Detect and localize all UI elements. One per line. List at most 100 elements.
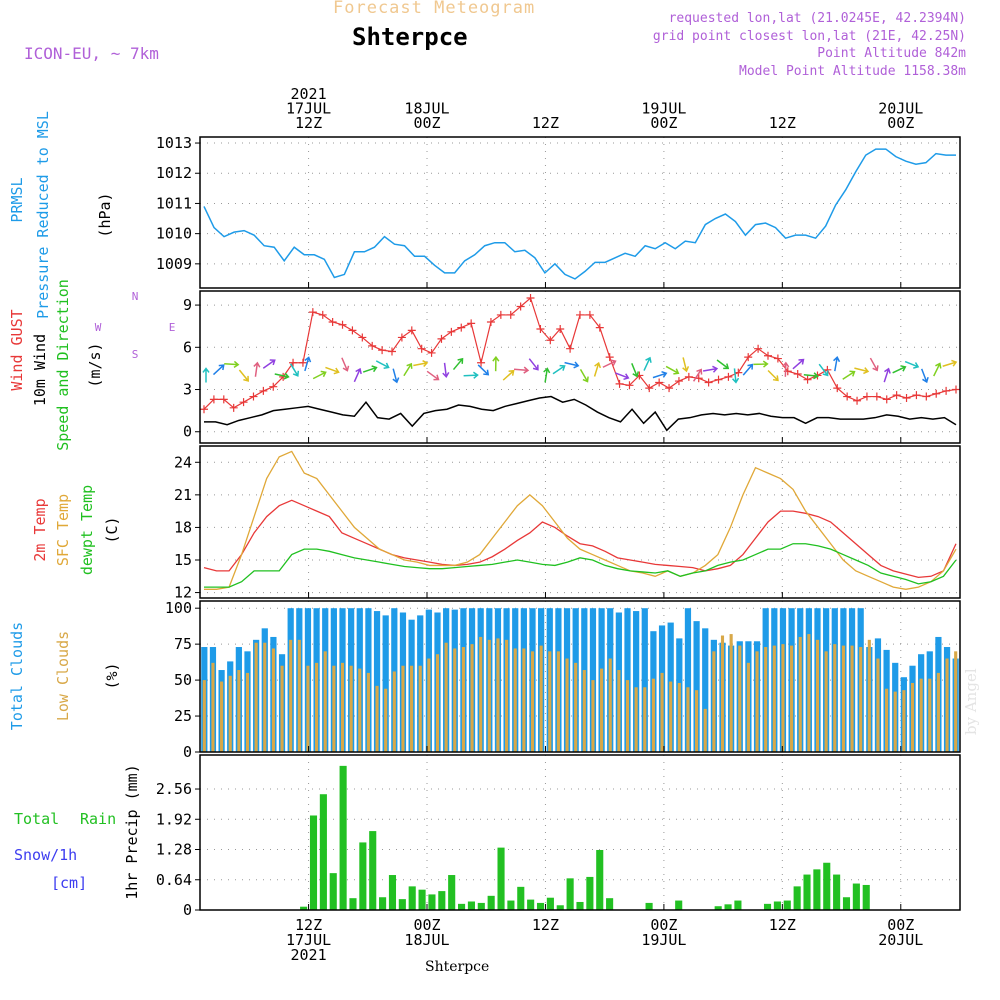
- y-tick-label: 1012: [156, 164, 192, 182]
- precip-bar: [566, 878, 574, 910]
- gust-point: [249, 392, 258, 401]
- time-label-bottom: 12Z: [532, 916, 559, 934]
- wind-arrow-glyph: [274, 372, 290, 380]
- gust-point: [358, 333, 367, 342]
- gust-point: [209, 395, 218, 404]
- low-cloud-bar: [625, 680, 630, 752]
- y-tick-label: 1010: [156, 225, 192, 243]
- low-cloud-bar: [936, 672, 940, 752]
- y-tick-label: 1.28: [156, 841, 192, 859]
- place-title: Shterpce: [352, 23, 468, 51]
- footer-place: Shterpce: [425, 959, 490, 975]
- gust-point: [872, 392, 881, 401]
- wind-arrow-glyph: [631, 363, 640, 378]
- wind-arrow-glyph: [552, 364, 566, 375]
- gust-point: [457, 323, 466, 332]
- precip-bar: [517, 886, 525, 910]
- requested-lonlat: requested lon,lat (21.0245E, 42.2394N): [668, 11, 966, 26]
- gust-point: [318, 310, 327, 319]
- wind-direction-arrow: [602, 359, 617, 368]
- low-cloud-bar: [833, 644, 837, 752]
- precip-bar: [527, 899, 535, 910]
- time-label-top: 00Z: [413, 114, 440, 132]
- gust-point: [744, 353, 753, 362]
- precip-bar: [862, 884, 870, 910]
- low-cloud-bar: [315, 662, 319, 752]
- wind-direction-arrow: [426, 370, 440, 381]
- precip-rain-label: Rain: [80, 810, 116, 828]
- precip-bar: [803, 874, 811, 910]
- low-cloud-bar: [755, 651, 759, 752]
- gust-point: [764, 351, 772, 360]
- low-cloud-bar: [824, 651, 828, 752]
- wind-direction-arrow: [289, 363, 300, 377]
- gust-point: [714, 375, 723, 384]
- precip-bar: [586, 876, 594, 910]
- panel-frame: [199, 445, 961, 599]
- gust-point: [932, 389, 941, 398]
- low-cloud-bar: [669, 681, 673, 752]
- low-cloud-bar: [764, 647, 768, 752]
- wind-arrow-glyph: [238, 369, 249, 382]
- wind-arrow-glyph: [463, 371, 479, 379]
- gust-point: [200, 405, 208, 414]
- precip-bar: [448, 875, 456, 910]
- wind-arrow-glyph: [543, 367, 551, 383]
- y-tick-label: 6: [183, 338, 192, 356]
- gust-point: [259, 386, 268, 395]
- snow-unit-label: [cm]: [51, 874, 87, 892]
- time-label-top: 19JUL: [641, 100, 686, 118]
- y-tick-label: 25: [174, 707, 192, 725]
- wind-direction-arrow: [933, 362, 942, 377]
- precip-bar: [833, 874, 841, 910]
- precip-bar: [319, 794, 327, 910]
- model-altitude: Model Point Altitude 1158.38m: [739, 64, 966, 79]
- gust-point: [546, 336, 555, 345]
- gust-point: [843, 392, 852, 401]
- wind-axis-label: Wind GUST: [8, 309, 26, 390]
- time-label-bottom: 00Z: [413, 916, 440, 934]
- wind-direction-arrow: [767, 369, 779, 382]
- y-tick-label: 18: [174, 518, 192, 536]
- low-cloud-bar: [798, 636, 802, 752]
- wind-direction-arrow: [631, 363, 640, 378]
- wind-direction-arrow: [742, 363, 754, 376]
- gust-point: [862, 392, 871, 401]
- low-cloud-bar: [772, 645, 776, 752]
- low-cloud-bar: [427, 658, 431, 752]
- time-label-bottom: 17JUL: [286, 931, 331, 949]
- low-cloud-bar: [910, 682, 915, 752]
- gust-point: [298, 358, 307, 367]
- gust-point: [427, 348, 436, 357]
- precip-bar: [497, 847, 505, 910]
- low-cloud-bar: [945, 658, 949, 752]
- wind-direction-arrow: [304, 356, 312, 372]
- wind-direction-arrow: [253, 361, 261, 377]
- wind-arrow-glyph: [426, 370, 440, 381]
- wind-arrow-glyph: [652, 370, 668, 379]
- gust-point: [506, 310, 515, 319]
- product-title: Forecast Meteogram: [333, 0, 536, 18]
- wind-direction-arrow: [392, 368, 400, 384]
- wind-direction-arrow: [942, 359, 958, 367]
- low-cloud-bar: [928, 678, 932, 752]
- low-cloud-bar: [332, 665, 336, 752]
- low-cloud-bar: [608, 658, 612, 752]
- wind-arrow-glyph: [442, 362, 450, 379]
- gust-point: [655, 378, 664, 387]
- gust-point: [467, 319, 476, 328]
- low-cloud-bar: [876, 658, 880, 752]
- gridpoint-lonlat: grid point closest lon,lat (21E, 42.25N): [652, 29, 966, 44]
- wind-direction-arrow: [492, 355, 500, 372]
- low-cloud-bar: [574, 662, 578, 752]
- y-tick-label: 50: [174, 671, 192, 689]
- low-cloud-bar: [479, 636, 483, 752]
- wind-direction-arrow: [325, 366, 340, 375]
- wind-arrow-glyph: [513, 366, 530, 374]
- y-tick-label: 0.64: [156, 871, 192, 889]
- gust-point: [674, 377, 683, 386]
- wind-direction-arrow: [652, 370, 668, 379]
- low-cloud-bar: [392, 671, 396, 752]
- y-tick-label: 0: [183, 901, 192, 919]
- precip-bar: [339, 765, 347, 910]
